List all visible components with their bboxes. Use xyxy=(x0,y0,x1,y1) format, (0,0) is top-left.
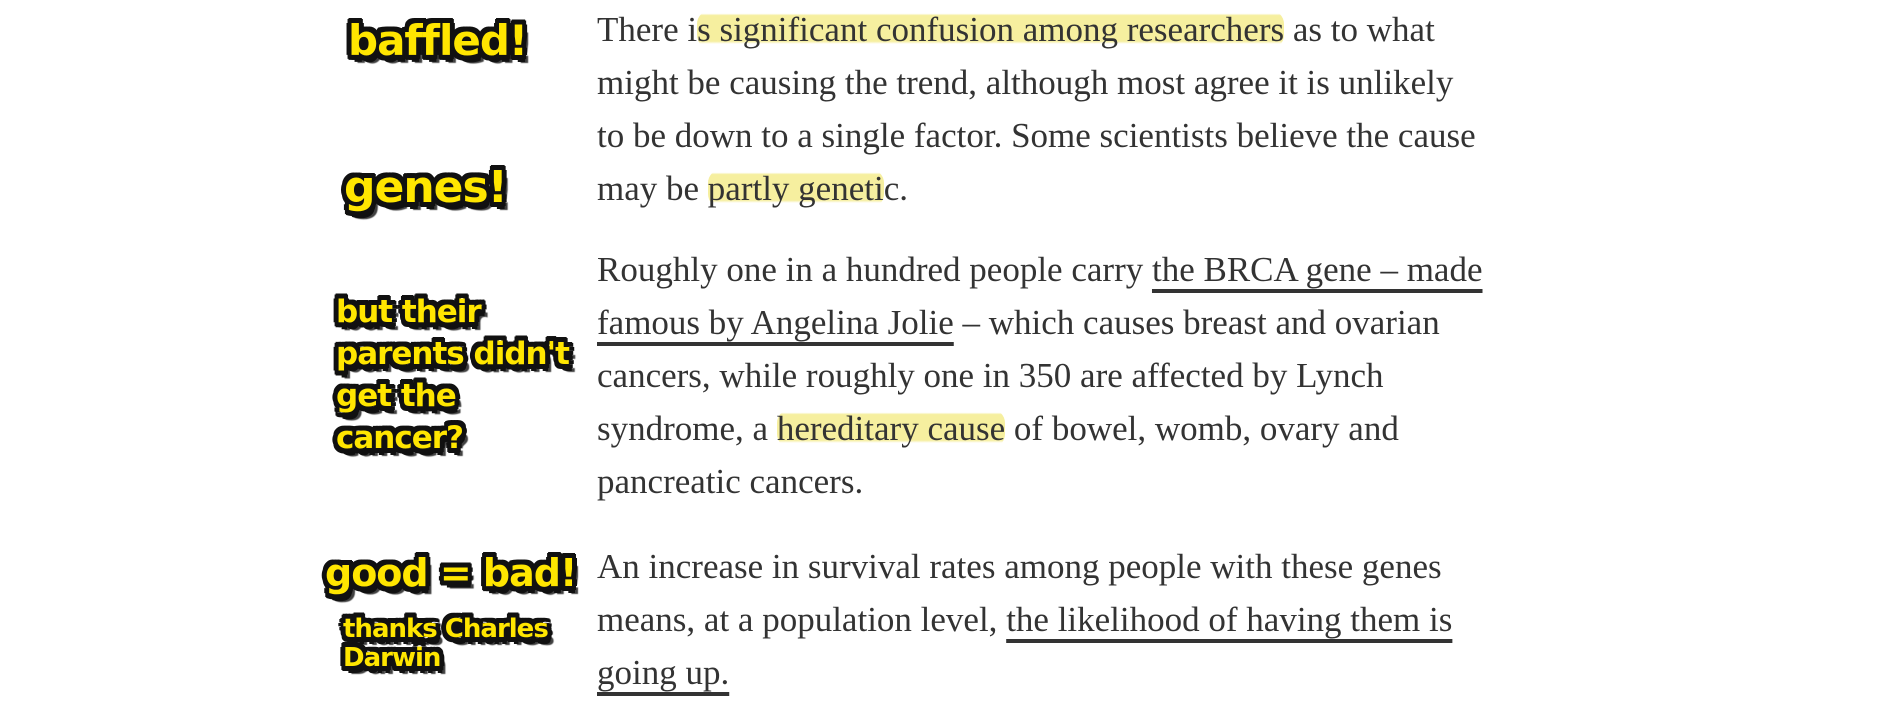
body-text: An increase in survival rates among peop… xyxy=(597,547,1442,639)
body-text: as to what might be causing the trend, a… xyxy=(597,10,1476,208)
highlighted-text: s significant confusion among researcher… xyxy=(697,10,1285,49)
paragraph-brca-lynch: Roughly one in a hundred people carry th… xyxy=(597,243,1747,508)
margin-note-baffled: baffled! xyxy=(348,16,528,65)
inline-link[interactable]: the BRCA gene – made famous by Angelina … xyxy=(597,250,1483,342)
margin-note-genes: genes! xyxy=(344,162,508,213)
highlighted-text: hereditary cause xyxy=(776,409,1006,448)
body-text: of bowel, womb, ovary and pancreatic can… xyxy=(597,409,1399,501)
body-text: There i xyxy=(597,10,698,49)
paragraph-survival-rates: An increase in survival rates among peop… xyxy=(597,540,1747,699)
inline-link[interactable]: the likelihood of having them is going u… xyxy=(597,600,1453,692)
margin-note-parents-question: but their parents didn't get the cancer? xyxy=(336,294,570,456)
highlighted-text: partly geneti xyxy=(707,169,884,208)
paragraph-confusion-genetic: There is significant confusion among res… xyxy=(597,3,1747,215)
margin-note-thanks-darwin: thanks Charles Darwin xyxy=(343,614,549,673)
body-text: – which causes breast and ovarian cancer… xyxy=(597,303,1440,448)
body-text: Roughly one in a hundred people carry xyxy=(597,250,1152,289)
margin-note-good-equals-bad: good = bad! xyxy=(325,551,577,595)
body-text: c. xyxy=(883,169,908,208)
